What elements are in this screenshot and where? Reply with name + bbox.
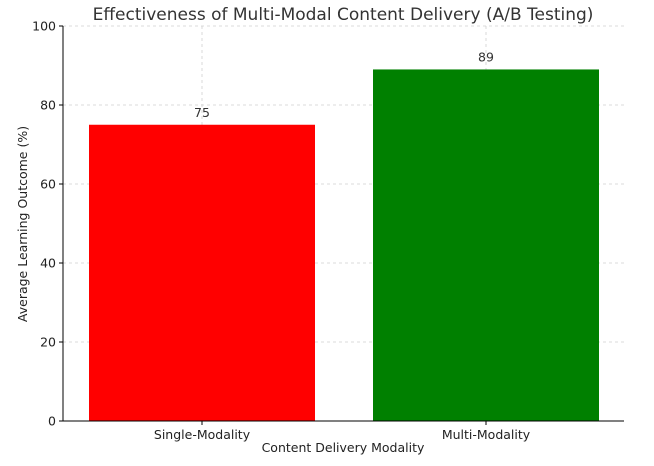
- x-tick-label: Multi-Modality: [442, 427, 531, 442]
- chart-title: Effectiveness of Multi-Modal Content Del…: [93, 5, 594, 25]
- y-tick-label: 20: [40, 335, 56, 350]
- axis-layer: 0 20 40 60 80 100 Single-Modality Multi-Modalit…: [32, 19, 624, 442]
- y-axis-label: Average Learning Outcome (%): [15, 126, 30, 322]
- y-tick-label: 40: [40, 256, 56, 271]
- x-axis-label: Content Delivery Modality: [262, 440, 425, 455]
- bar-multi-modality: [373, 69, 599, 421]
- y-tick-label: 80: [40, 98, 56, 113]
- y-tick-label: 0: [48, 414, 56, 429]
- bar-data-label: 89: [478, 49, 494, 64]
- bar-layer: 75 89: [89, 49, 599, 421]
- bar-single-modality: [89, 124, 315, 421]
- y-tick-label: 60: [40, 177, 56, 192]
- x-tick-label: Single-Modality: [154, 427, 251, 442]
- y-tick-label: 100: [32, 19, 56, 34]
- bar-data-label: 75: [194, 105, 210, 120]
